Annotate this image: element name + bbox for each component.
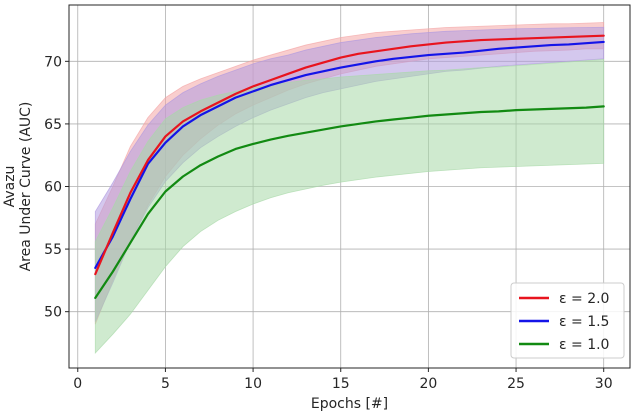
x-tick-label: 20 <box>419 376 437 392</box>
y-tick-label: 70 <box>44 54 62 70</box>
x-tick-label: 10 <box>244 376 262 392</box>
x-tick-label: 0 <box>73 376 82 392</box>
legend: ε = 2.0 ε = 1.5 ε = 1.0 <box>510 282 625 359</box>
x-tick-label: 25 <box>507 376 525 392</box>
x-axis-label: Epochs [#] <box>311 396 388 412</box>
y-axis-label-dataset: Avazu <box>2 166 18 208</box>
legend-box <box>510 282 625 359</box>
y-tick-label: 55 <box>44 242 62 258</box>
x-tick-label: 30 <box>595 376 613 392</box>
line-series-2 <box>94 40 605 269</box>
y-tick-label: 60 <box>44 180 62 196</box>
x-tick-label: 5 <box>161 376 170 392</box>
y-axis-ticks: 50 55 60 65 70 <box>44 54 69 321</box>
legend-label-1: ε = 2.0 <box>559 291 609 307</box>
series-lines <box>94 34 605 299</box>
line-series-1 <box>94 34 605 276</box>
x-tick-label: 15 <box>332 376 350 392</box>
legend-label-3: ε = 1.0 <box>559 337 609 353</box>
legend-label-2: ε = 1.5 <box>559 314 609 330</box>
y-axis-label-metric: Area Under Curve (AUC) <box>18 102 34 272</box>
y-tick-label: 65 <box>44 117 62 133</box>
x-axis-ticks: 0 5 10 15 20 25 30 <box>73 368 613 392</box>
y-tick-label: 50 <box>44 305 62 321</box>
line-series-3 <box>94 105 605 299</box>
